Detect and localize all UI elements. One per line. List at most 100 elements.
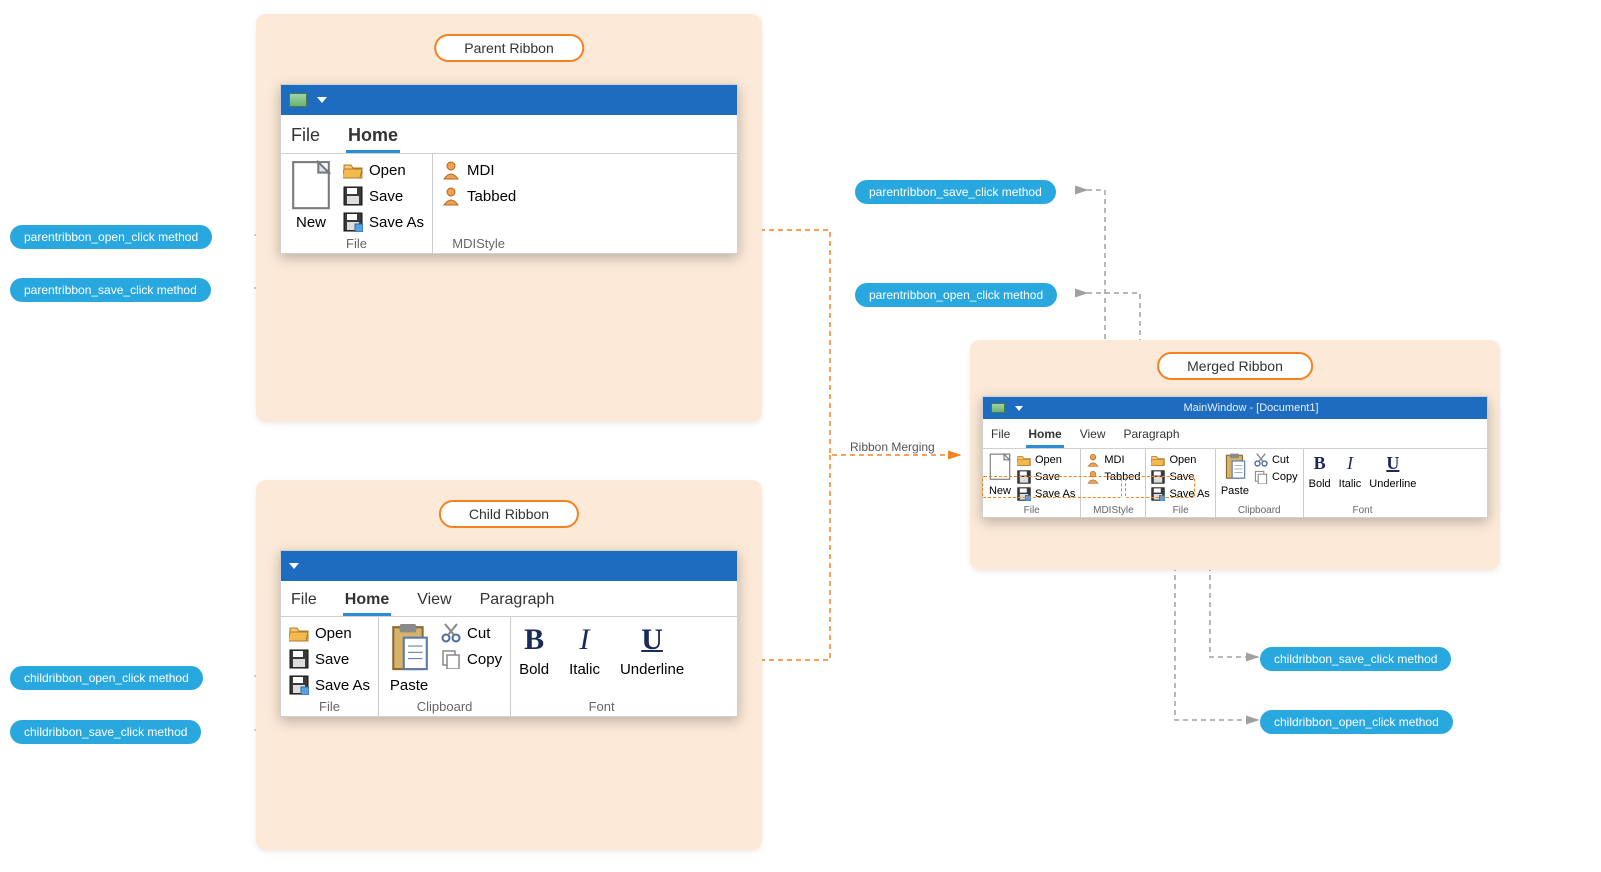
- ribbon-titlebar: [281, 85, 737, 115]
- child-tabs: File Home View Paragraph: [281, 581, 737, 617]
- floppy-as-icon: [289, 675, 309, 695]
- copy-button[interactable]: Copy: [441, 649, 502, 669]
- merged-panel-title: Merged Ribbon: [1157, 352, 1313, 380]
- tab-home[interactable]: Home: [343, 587, 391, 616]
- group-font-label: Font: [1309, 505, 1417, 516]
- pill-parent-open: parentribbon_open_click method: [10, 225, 212, 249]
- pill-merged-parent-save: parentribbon_save_click method: [855, 180, 1056, 204]
- saveas-label: Save As: [315, 677, 370, 694]
- tab-view[interactable]: View: [1078, 423, 1108, 448]
- bold-label: Bold: [1309, 478, 1331, 490]
- tabbed-button[interactable]: Tabbed: [441, 186, 516, 206]
- folder-icon: [1151, 453, 1165, 467]
- group-file: Open Save Save As File: [281, 617, 379, 716]
- parent-tabs: File Home: [281, 115, 737, 154]
- cut-button[interactable]: Cut: [441, 623, 502, 643]
- italic-button[interactable]: I Italic: [1339, 453, 1362, 490]
- tab-view[interactable]: View: [415, 587, 453, 616]
- cut-label: Cut: [467, 625, 490, 642]
- merged-tabs: File Home View Paragraph: [983, 419, 1487, 449]
- open-button[interactable]: Open: [1151, 453, 1209, 467]
- folder-icon: [1017, 453, 1031, 467]
- group-mdistyle-label: MDIStyle: [441, 236, 516, 251]
- merged-ribbon: MainWindow - [Document1] File Home View …: [982, 396, 1488, 518]
- group-file-label: File: [988, 505, 1075, 516]
- bold-button[interactable]: B Bold: [519, 623, 549, 678]
- parent-panel: Parent Ribbon File Home New Op: [256, 14, 762, 422]
- italic-button[interactable]: I Italic: [569, 623, 600, 678]
- underline-button[interactable]: U Underline: [1369, 453, 1416, 490]
- group-mdistyle: MDI Tabbed MDIStyle: [433, 154, 524, 253]
- qat-dropdown-icon[interactable]: [289, 563, 299, 569]
- group-clipboard: Paste Cut Copy Clipboard: [379, 617, 511, 716]
- folder-icon: [343, 160, 363, 180]
- italic-icon: I: [580, 623, 590, 657]
- pill-merged-child-save: childribbon_save_click method: [1260, 647, 1451, 671]
- person-icon: [441, 160, 461, 180]
- cut-button[interactable]: Cut: [1254, 453, 1298, 467]
- tab-file[interactable]: File: [289, 587, 319, 616]
- open-button[interactable]: Open: [1017, 453, 1075, 467]
- bold-button[interactable]: B Bold: [1309, 453, 1331, 490]
- paste-button[interactable]: Paste: [1221, 453, 1249, 497]
- save-button[interactable]: Save: [289, 649, 370, 669]
- group-file-label: File: [289, 236, 424, 251]
- open-button[interactable]: Open: [343, 160, 424, 180]
- pill-merged-parent-open: parentribbon_open_click method: [855, 283, 1057, 307]
- folder-icon: [289, 623, 309, 643]
- floppy-as-icon: [343, 212, 363, 232]
- cut-label: Cut: [1272, 454, 1289, 466]
- group-clipboard: Paste Cut Copy Clipboard: [1216, 449, 1304, 517]
- save-button[interactable]: Save: [343, 186, 424, 206]
- paste-label: Paste: [1221, 485, 1249, 497]
- parent-ribbon: File Home New Open: [280, 84, 738, 254]
- saveas-button[interactable]: Save As: [289, 675, 370, 695]
- mdi-button[interactable]: MDI: [1086, 453, 1140, 467]
- cut-icon: [1254, 453, 1268, 467]
- parent-ribbon-body: New Open Save Save As: [281, 154, 737, 253]
- pill-parent-save: parentribbon_save_click method: [10, 278, 211, 302]
- new-doc-icon: [289, 160, 333, 210]
- qat-dropdown-icon[interactable]: [317, 97, 327, 103]
- new-label: New: [296, 214, 326, 231]
- bold-label: Bold: [519, 661, 549, 678]
- tab-home[interactable]: Home: [346, 121, 400, 153]
- pill-merged-child-open: childribbon_open_click method: [1260, 710, 1453, 734]
- copy-icon: [1254, 470, 1268, 484]
- tab-paragraph[interactable]: Paragraph: [1121, 423, 1181, 448]
- group-mdistyle-label: MDIStyle: [1086, 505, 1140, 516]
- tab-file[interactable]: File: [289, 121, 322, 153]
- person-icon: [1086, 453, 1100, 467]
- paste-icon: [1223, 453, 1247, 481]
- tabbed-label: Tabbed: [467, 188, 516, 205]
- copy-icon: [441, 649, 461, 669]
- app-icon: [991, 403, 1005, 413]
- merged-panel: Merged Ribbon MainWindow - [Document1] F…: [970, 340, 1500, 570]
- copy-button[interactable]: Copy: [1254, 470, 1298, 484]
- italic-label: Italic: [1339, 478, 1362, 490]
- underline-button[interactable]: U Underline: [620, 623, 684, 678]
- mdi-button[interactable]: MDI: [441, 160, 516, 180]
- pill-child-open: childribbon_open_click method: [10, 666, 203, 690]
- save-label: Save: [315, 651, 349, 668]
- person-icon: [441, 186, 461, 206]
- child-panel: Child Ribbon File Home View Paragraph Op…: [256, 480, 762, 850]
- qat-dropdown-icon[interactable]: [1015, 406, 1023, 411]
- paste-button[interactable]: Paste: [387, 623, 431, 694]
- tab-paragraph[interactable]: Paragraph: [478, 587, 557, 616]
- ribbon-titlebar: [281, 551, 737, 581]
- new-button[interactable]: New: [289, 160, 333, 231]
- group-font: B Bold I Italic U Underline Font: [1304, 449, 1422, 517]
- tab-file[interactable]: File: [989, 423, 1012, 448]
- underline-label: Underline: [1369, 478, 1416, 490]
- child-ribbon-body: Open Save Save As File: [281, 617, 737, 716]
- open-label: Open: [369, 162, 406, 179]
- group-file-label-2: File: [1151, 505, 1209, 516]
- app-icon: [289, 93, 307, 107]
- italic-icon: I: [1347, 453, 1353, 474]
- saveas-button[interactable]: Save As: [343, 212, 424, 232]
- bold-icon: B: [524, 623, 544, 657]
- open-button[interactable]: Open: [289, 623, 370, 643]
- paste-label: Paste: [390, 677, 428, 694]
- tab-home[interactable]: Home: [1026, 423, 1063, 448]
